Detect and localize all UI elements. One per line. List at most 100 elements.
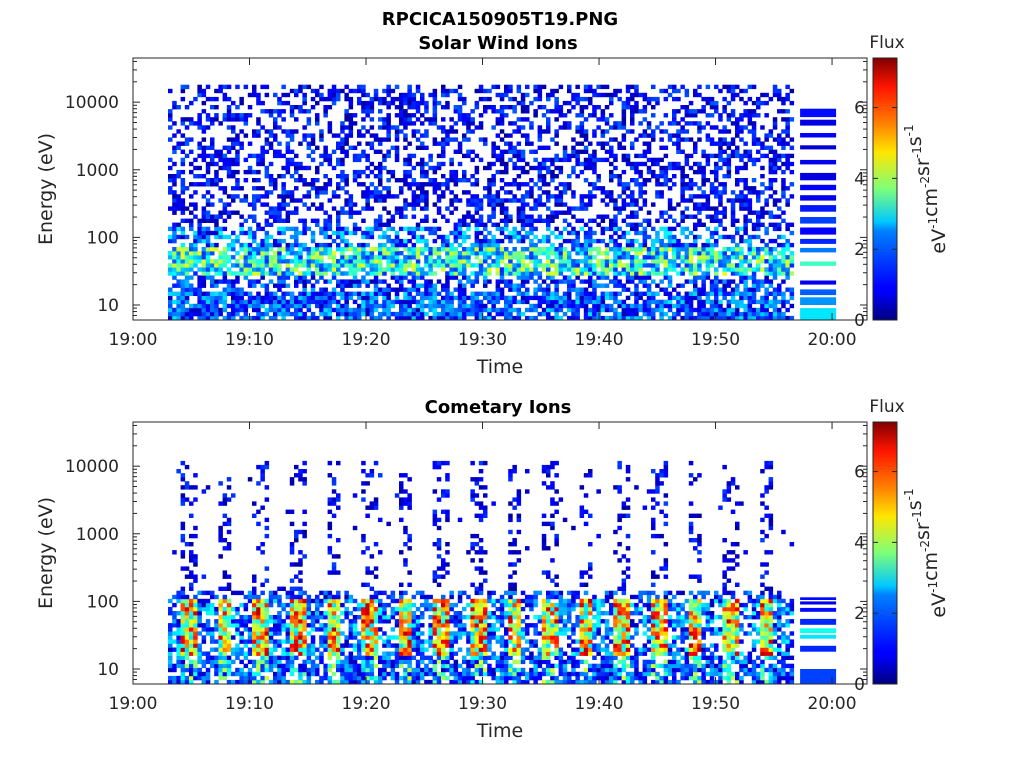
heatmap-cell — [512, 161, 517, 167]
heatmap-cell — [743, 255, 748, 260]
heatmap-cell — [680, 307, 685, 313]
heatmap-cell — [730, 190, 736, 195]
heatmap-cell — [684, 113, 690, 118]
heatmap-cell — [462, 117, 467, 122]
heatmap-cell — [378, 263, 383, 268]
heatmap-cell — [302, 247, 307, 252]
heatmap-cell — [214, 247, 219, 252]
heatmap-cell — [516, 153, 522, 159]
heatmap-cell — [529, 307, 534, 313]
heatmap-cell — [365, 226, 370, 232]
heatmap-cell — [764, 275, 769, 280]
heatmap-cell — [214, 271, 219, 276]
heatmap-cell — [348, 113, 354, 118]
heatmap-cell — [382, 165, 387, 171]
heatmap-cell — [247, 202, 253, 207]
heatmap-cell — [575, 271, 580, 276]
heatmap-cell — [239, 226, 244, 232]
heatmap-cell — [373, 222, 379, 227]
heatmap-cell — [772, 263, 778, 268]
heatmap-cell — [197, 141, 202, 146]
heatmap-cell — [420, 247, 425, 252]
heatmap-cell — [667, 267, 673, 272]
heatmap-cell — [218, 295, 223, 301]
heatmap-cell — [432, 182, 438, 187]
heatmap-cell — [310, 247, 316, 252]
heatmap-cell — [180, 247, 186, 252]
heatmap-cell — [327, 161, 333, 167]
heatmap-cell — [760, 206, 765, 211]
heatmap-cell — [516, 307, 522, 313]
heatmap-cell — [201, 263, 207, 268]
heatmap-cell — [701, 125, 706, 130]
heatmap-cells — [168, 460, 837, 685]
heatmap-cell — [697, 259, 702, 264]
heatmap-cell — [630, 259, 635, 264]
heatmap-cell — [730, 311, 736, 317]
heatmap-cell — [176, 105, 181, 110]
heatmap-cell — [693, 263, 698, 268]
heatmap-cell — [285, 263, 291, 268]
heatmap-cell — [302, 178, 307, 183]
heatmap-cell — [205, 169, 211, 175]
heatmap-cell — [264, 202, 270, 207]
heatmap-cell — [172, 194, 177, 199]
heatmap-cell — [730, 279, 736, 284]
heatmap-cell — [226, 157, 232, 163]
heatmap-cell — [457, 311, 463, 317]
heatmap-cell — [718, 263, 723, 268]
heatmap-cell — [533, 149, 538, 154]
heatmap-cell — [193, 121, 198, 126]
heatmap-cell — [575, 174, 580, 179]
heatmap-cell — [676, 283, 681, 288]
heatmap-cell — [172, 226, 177, 232]
heatmap-cell — [726, 259, 732, 264]
heatmap-cell — [550, 263, 555, 268]
heatmap-cell — [529, 218, 534, 223]
heatmap-cell — [705, 295, 711, 301]
heatmap-cell — [184, 283, 190, 288]
heatmap-cell — [365, 174, 370, 179]
heatmap-cell — [260, 194, 265, 199]
heatmap-cell — [420, 169, 425, 175]
heatmap-cell — [197, 251, 202, 256]
heatmap-cell — [739, 129, 744, 134]
heatmap-cell — [218, 251, 223, 256]
heatmap-cell — [197, 279, 202, 284]
heatmap-cell — [575, 113, 580, 118]
heatmap-cell — [646, 255, 652, 260]
heatmap-cell — [415, 202, 421, 207]
heatmap-cell — [277, 255, 282, 260]
heatmap-cell — [642, 259, 648, 264]
heatmap-cell — [436, 182, 442, 187]
heatmap-cell — [655, 251, 660, 256]
heatmap-cell — [743, 100, 748, 106]
heatmap-cell — [571, 267, 576, 272]
heatmap-cell — [747, 299, 753, 305]
heatmap-cell — [168, 291, 173, 296]
heatmap-cell — [310, 259, 316, 264]
heatmap-cell — [415, 251, 421, 256]
heatmap-cell — [378, 194, 383, 199]
heatmap-cell — [546, 117, 551, 122]
heatmap-cell — [525, 190, 530, 195]
heatmap-cell — [613, 206, 618, 211]
heatmap-cell — [554, 271, 559, 276]
heatmap-cell — [420, 141, 425, 146]
heatmap-cell — [718, 145, 723, 150]
heatmap-cell — [184, 218, 190, 223]
heatmap-cell — [264, 247, 270, 252]
heatmap-cell — [747, 202, 753, 207]
heatmap-cell — [701, 247, 706, 252]
heatmap-cell — [730, 295, 736, 301]
heatmap-cell — [445, 129, 450, 134]
heatmap-cell — [256, 247, 261, 252]
heatmap-cell — [638, 174, 643, 179]
heatmap-cell — [256, 129, 261, 134]
heatmap-cell — [592, 194, 597, 199]
heatmap-cell — [600, 226, 606, 232]
heatmap-cell — [697, 251, 702, 256]
heatmap-cell — [369, 247, 375, 252]
heatmap-cell — [415, 247, 421, 252]
